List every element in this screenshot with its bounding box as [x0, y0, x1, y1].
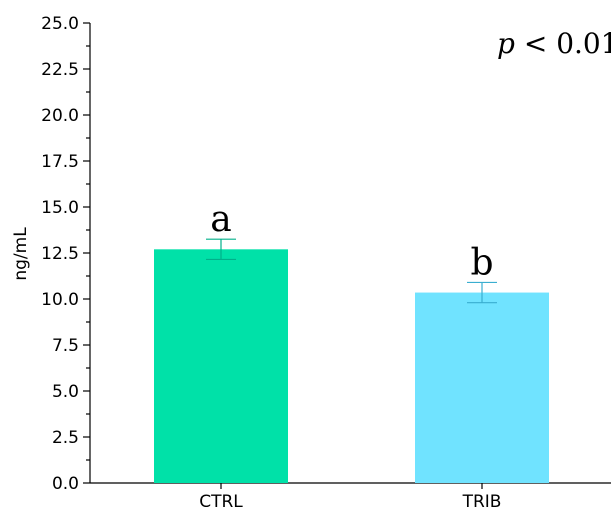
x-tick-label: TRIB: [462, 492, 502, 509]
x-axis: CTRL TRIB: [90, 482, 611, 509]
bars: [154, 249, 549, 483]
y-tick-label: 15.0: [41, 198, 79, 218]
error-bar-ctrl: [206, 238, 236, 261]
y-tick-label: 0.0: [52, 474, 79, 494]
error-bars: [206, 238, 497, 304]
y-tick-label: 17.5: [41, 152, 79, 172]
p-value-annotation: p < 0.01: [497, 27, 611, 60]
y-axis-title: ng/mL: [11, 227, 31, 281]
error-bar-trib: [467, 281, 497, 304]
y-tick-label: 10.0: [41, 290, 79, 310]
y-tick-label: 7.5: [52, 336, 79, 356]
significance-letters: ab: [210, 199, 493, 283]
y-tick-label: 20.0: [41, 106, 79, 126]
x-tick-label: CTRL: [199, 492, 243, 509]
y-axis: 0.0 2.5 5.0 7.5 10.0 12.5 15.0 17.5 20.0 22.5 25.0: [41, 14, 91, 494]
y-tick-label: 25.0: [41, 14, 79, 34]
y-tick-label: 5.0: [52, 382, 79, 402]
significance-letter: a: [210, 199, 231, 240]
p-threshold: < 0.01: [515, 27, 611, 60]
bar-trib: [415, 292, 549, 483]
p-symbol: p: [497, 27, 515, 60]
y-tick-label: 12.5: [41, 244, 79, 264]
bar-ctrl: [154, 249, 288, 483]
y-tick-label: 2.5: [52, 428, 79, 448]
significance-letter: b: [470, 242, 493, 283]
y-tick-label: 22.5: [41, 60, 79, 80]
